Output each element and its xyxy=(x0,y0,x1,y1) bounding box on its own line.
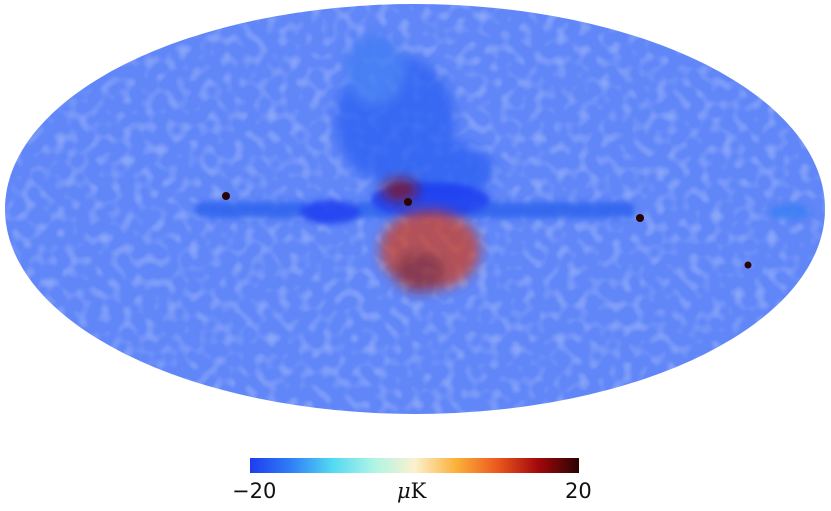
colorbar-min-label: −20 xyxy=(232,479,277,503)
colorbar-unit-label: μK xyxy=(397,481,426,502)
unit-prefix: μ xyxy=(397,479,411,503)
colorbar-max-label: 20 xyxy=(565,479,592,503)
unit-suffix: K xyxy=(410,479,427,503)
point-source xyxy=(222,192,230,200)
colorbar xyxy=(250,458,579,473)
point-source xyxy=(744,261,752,269)
south-hot-region xyxy=(380,178,480,292)
point-source xyxy=(404,198,412,206)
point-source xyxy=(636,214,644,222)
sky-map-ellipse xyxy=(5,4,825,414)
